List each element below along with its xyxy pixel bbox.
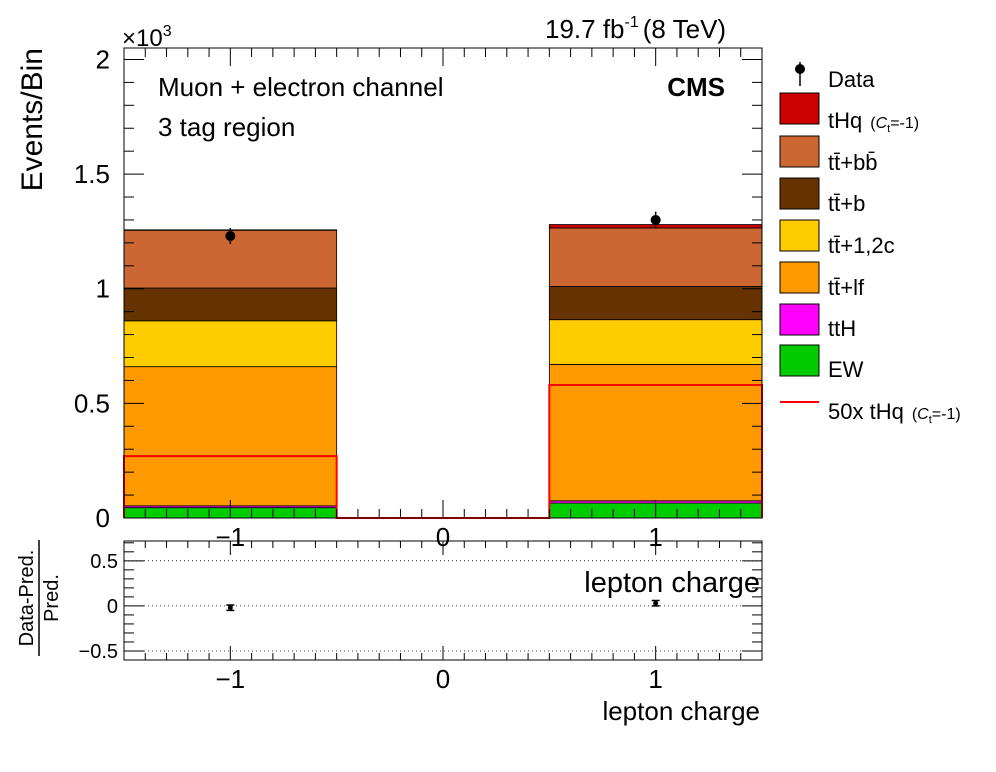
legend-item-ttbb: tt̄+bb̄ [779, 135, 878, 175]
legend-item-ttcc: tt̄+1,2c [779, 219, 895, 258]
svg-text:ttH: ttH [828, 316, 856, 341]
y-tick-label: 2 [96, 44, 110, 74]
legend: Data tHq (Ct=-1) tt̄+bb̄ tt̄+b tt̄+1,2c t… [779, 62, 961, 426]
legend-thq-swatch [779, 92, 820, 125]
data-point [225, 231, 236, 241]
legend-tth-swatch [779, 303, 820, 336]
y-tick-label: 0.5 [74, 388, 110, 418]
legend-ttcc-swatch [779, 219, 820, 252]
y-tick-label: 0 [96, 503, 110, 533]
ratio-point [653, 600, 659, 606]
ratio-points [226, 599, 660, 612]
legend-ttlf-swatch [779, 261, 820, 294]
bar-ttb-bin-2 [548, 286, 763, 321]
bar-ttcc-bin-2 [548, 319, 763, 365]
channel-label: Muon + electron channel [158, 72, 443, 102]
svg-text:Data-Pred.: Data-Pred. [16, 550, 38, 647]
svg-text:tHq(Ct=-1): tHq (Ct=-1) [828, 108, 919, 135]
ratio-inner-label: lepton charge [584, 567, 760, 599]
legend-ew-swatch [779, 344, 820, 377]
svg-text:50x tHq(Ct=-1): 50x tHq (Ct=-1) [828, 399, 961, 426]
svg-text:tt̄+bb̄: tt̄+bb̄ [828, 150, 878, 175]
legend-item-thq: tHq (Ct=-1) [779, 92, 919, 135]
x-axis-label: lepton charge [602, 696, 760, 726]
x-tick-label: 0 [436, 522, 450, 552]
svg-text:tt̄+lf: tt̄+lf [828, 275, 865, 300]
ratio-point [227, 605, 233, 611]
svg-text:EW: EW [828, 357, 864, 382]
ratio-x-axis: −1 0 1 [123, 541, 763, 694]
ratio-x-tick-label: 0 [436, 664, 450, 694]
legend-item-ew: EW [779, 344, 864, 382]
ratio-y-tick-label: 0 [107, 596, 118, 618]
ratio-y-axis-label: Data-Pred. Pred. [16, 540, 63, 656]
svg-text:Data: Data [828, 67, 875, 92]
legend-item-thq-50x: 50x tHq (Ct=-1) [780, 399, 961, 426]
bar-ttb-bin-0 [123, 287, 338, 322]
ratio-y-tick-label: −0.5 [79, 641, 118, 663]
ratio-plot-panel: −0.5 0 0.5 −1 0 1 [79, 540, 763, 694]
ratio-x-tick-label: −1 [216, 664, 246, 694]
bar-ttlf-bin-0 [123, 366, 338, 507]
ratio-plot-frame [123, 540, 763, 661]
bar-ttlf-bin-2 [548, 363, 763, 502]
main-plot-panel: 00.511.52 −1 0 1 [74, 44, 763, 552]
main-x-axis: −1 0 1 [123, 48, 763, 552]
legend-ttb-swatch [779, 177, 820, 210]
bar-ttcc-bin-0 [123, 320, 338, 368]
svg-text:Pred.: Pred. [41, 574, 63, 622]
legend-item-ttb: tt̄+b [779, 177, 865, 216]
main-y-axis: 0 0.5 1 1.5 2 [74, 44, 762, 533]
legend-data-marker [795, 64, 805, 74]
luminosity-label: 19.7 fb-1 (8 TeV) [545, 14, 726, 44]
data-point [650, 214, 661, 225]
cms-label: CMS [667, 72, 725, 102]
y-tick-label: 1 [96, 274, 110, 304]
x-tick-label: 1 [648, 522, 662, 552]
legend-ttbb-swatch [779, 135, 820, 168]
region-label: 3 tag region [158, 112, 295, 142]
ratio-y-tick-label: 0.5 [90, 551, 118, 573]
svg-text:tt̄+b: tt̄+b [828, 191, 865, 216]
data-points [225, 211, 661, 245]
ratio-y-axis: −0.5 0 0.5 [79, 542, 762, 663]
stacked-bars [123, 224, 763, 519]
y-tick-label: 1.5 [74, 159, 110, 189]
legend-item-data: Data [795, 62, 875, 92]
legend-item-tth: ttH [779, 303, 856, 341]
legend-item-ttlf: tt̄+lf [779, 261, 865, 300]
svg-text:tt̄+1,2c: tt̄+1,2c [828, 233, 895, 258]
y-axis-label: Events/Bin [16, 48, 49, 191]
ratio-x-tick-label: 1 [648, 664, 662, 694]
bar-ttbb-bin-2 [548, 227, 763, 287]
